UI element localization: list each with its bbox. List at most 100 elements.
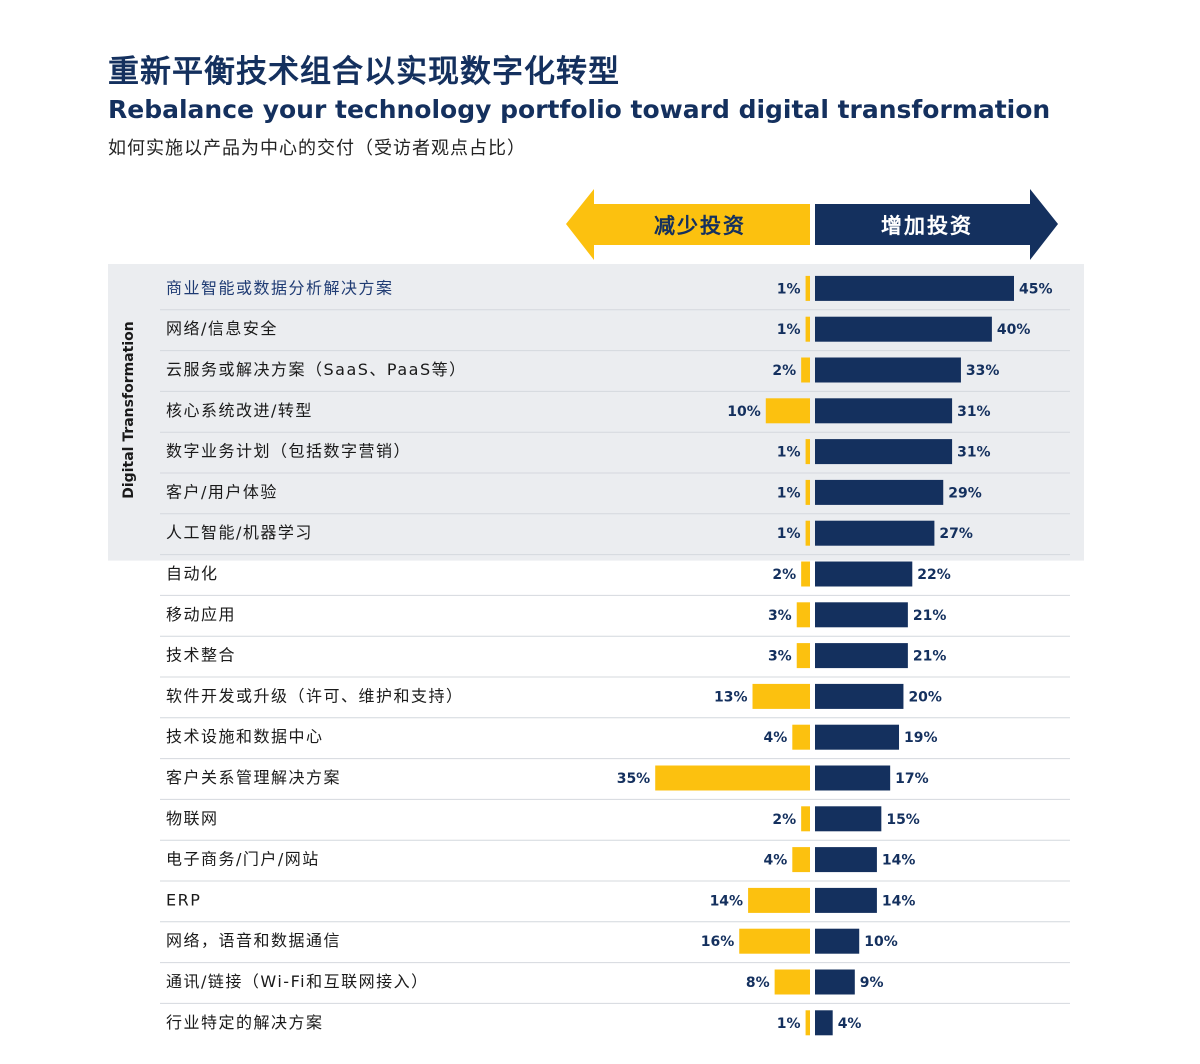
increase-value-label: 9% [860, 975, 884, 991]
chart-title-en: Rebalance your technology portfolio towa… [108, 95, 1051, 124]
decrease-bar [805, 439, 810, 465]
decrease-value-label: 1% [777, 281, 801, 297]
decrease-value-label: 3% [768, 649, 792, 665]
decrease-bar [801, 806, 810, 832]
increase-value-label: 21% [913, 649, 947, 665]
increase-value-label: 19% [904, 730, 938, 746]
category-label: 云服务或解决方案（SaaS、PaaS等） [166, 360, 467, 379]
category-label: 商业智能或数据分析解决方案 [166, 278, 394, 297]
chart-title-zh: 重新平衡技术组合以实现数字化转型 [108, 54, 620, 90]
decrease-bar [748, 887, 810, 913]
increase-value-label: 27% [939, 526, 973, 542]
decrease-bar [792, 847, 810, 873]
decrease-bar [805, 275, 810, 301]
category-label: 物联网 [166, 809, 219, 828]
increase-value-label: 21% [913, 608, 947, 624]
increase-value-label: 29% [948, 485, 982, 501]
decrease-bar [796, 643, 810, 669]
increase-value-label: 33% [966, 363, 1000, 379]
increase-bar [815, 602, 908, 628]
category-label: 网络/信息安全 [166, 319, 278, 338]
increase-bar [815, 357, 961, 383]
increase-bar [815, 683, 904, 709]
increase-bar [815, 643, 908, 669]
increase-bar [815, 275, 1014, 301]
decrease-value-label: 1% [777, 485, 801, 501]
increase-bar [815, 724, 900, 750]
decrease-arrow [566, 189, 810, 260]
decrease-value-label: 35% [617, 771, 651, 787]
decrease-value-label: 16% [701, 934, 735, 950]
decrease-value-label: 1% [777, 1016, 801, 1032]
decrease-value-label: 13% [714, 689, 748, 705]
increase-bar [815, 561, 913, 587]
category-label: 通讯/链接（Wi-Fi和互联网接入） [166, 972, 429, 991]
decrease-bar [801, 357, 810, 383]
category-label: 客户/用户体验 [166, 482, 278, 501]
increase-bar [815, 479, 944, 505]
increase-value-label: 40% [997, 322, 1031, 338]
increase-bar [815, 887, 877, 913]
decrease-bar [805, 1010, 810, 1036]
decrease-bar [805, 479, 810, 505]
category-label: 数字业务计划（包括数字营销） [166, 442, 411, 461]
increase-bar [815, 439, 953, 465]
increase-value-label: 14% [882, 853, 916, 869]
increase-bar [815, 316, 992, 342]
category-label: 技术整合 [166, 646, 236, 665]
increase-value-label: 10% [864, 934, 898, 950]
category-label: 网络，语音和数据通信 [166, 931, 341, 950]
category-label: 核心系统改进/转型 [166, 401, 313, 420]
category-label: 软件开发或升级（许可、维护和支持） [166, 686, 464, 705]
increase-bar [815, 1010, 833, 1036]
increase-value-label: 31% [957, 445, 991, 461]
category-label: 技术设施和数据中心 [166, 727, 324, 746]
decrease-value-label: 4% [764, 730, 788, 746]
increase-bar [815, 765, 891, 791]
decrease-bar [752, 683, 810, 709]
category-label: 电子商务/门户/网站 [166, 850, 320, 869]
category-label: 自动化 [166, 564, 219, 583]
increase-value-label: 4% [838, 1016, 862, 1032]
decrease-bar [805, 316, 810, 342]
decrease-value-label: 4% [764, 853, 788, 869]
category-label: 客户关系管理解决方案 [166, 768, 341, 787]
decrease-value-label: 1% [777, 526, 801, 542]
group-label: Digital Transformation [121, 321, 137, 498]
increase-value-label: 45% [1019, 281, 1053, 297]
increase-bar [815, 520, 935, 546]
decrease-bar [805, 520, 810, 546]
decrease-value-label: 14% [710, 893, 744, 909]
decrease-bar [774, 969, 810, 995]
increase-bar [815, 847, 877, 873]
decrease-value-label: 2% [772, 567, 796, 583]
decrease-value-label: 1% [777, 322, 801, 338]
increase-value-label: 15% [886, 812, 920, 828]
decrease-value-label: 3% [768, 608, 792, 624]
category-label: 行业特定的解决方案 [166, 1013, 324, 1032]
increase-legend-label: 增加投资 [881, 214, 973, 238]
increase-bar [815, 928, 860, 954]
decrease-value-label: 2% [772, 812, 796, 828]
increase-arrow [815, 189, 1058, 260]
increase-value-label: 31% [957, 404, 991, 420]
decrease-value-label: 10% [727, 404, 761, 420]
increase-value-label: 22% [917, 567, 951, 583]
decrease-bar [765, 398, 810, 424]
chart-subtitle: 如何实施以产品为中心的交付（受访者观点占比） [108, 138, 526, 159]
decrease-bar [792, 724, 810, 750]
decrease-bar [739, 928, 810, 954]
category-label: 人工智能/机器学习 [166, 523, 313, 542]
decrease-value-label: 2% [772, 363, 796, 379]
category-label: 移动应用 [166, 605, 236, 624]
decrease-bar [796, 602, 810, 628]
decrease-value-label: 8% [746, 975, 770, 991]
increase-value-label: 14% [882, 893, 916, 909]
decrease-legend-label: 减少投资 [654, 214, 746, 238]
decrease-bar [801, 561, 810, 587]
increase-bar [815, 969, 855, 995]
category-label: ERP [166, 890, 201, 909]
increase-bar [815, 398, 953, 424]
